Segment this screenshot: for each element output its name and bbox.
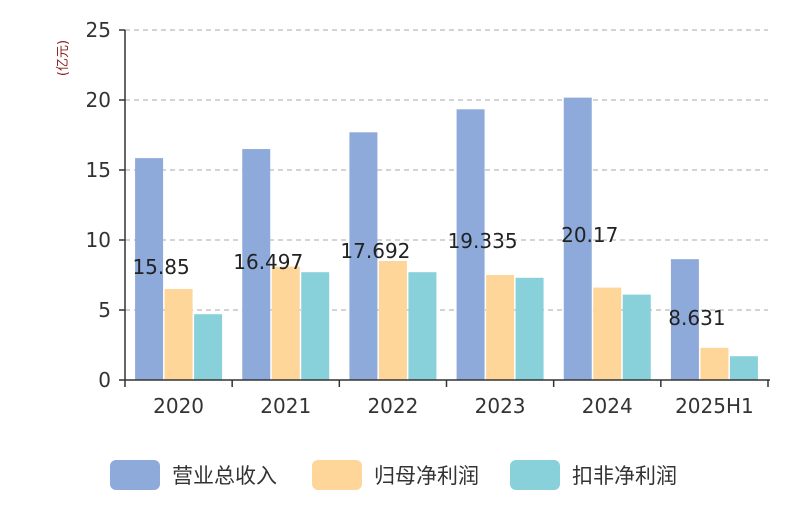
bar — [622, 294, 651, 380]
data-label: 16.497 — [233, 250, 303, 274]
legend-label: 营业总收入 — [172, 464, 277, 488]
bar — [593, 287, 622, 380]
legend-label: 扣非净利润 — [572, 464, 677, 488]
legend-swatch — [312, 460, 362, 490]
x-tick-label: 2020 — [153, 394, 204, 418]
x-tick-label: 2021 — [260, 394, 311, 418]
bar — [729, 356, 758, 380]
data-labels: 15.85 16.497 17.692 19.335 20.17 8.631 — [132, 223, 725, 330]
y-tick-label: 0 — [98, 368, 111, 392]
bar — [456, 109, 485, 380]
y-tick-label: 5 — [98, 298, 111, 322]
x-tick-label: 2024 — [582, 394, 633, 418]
legend-swatch — [110, 460, 160, 490]
y-tick-label: 10 — [86, 228, 111, 252]
data-label: 8.631 — [668, 306, 725, 330]
bars — [135, 97, 758, 381]
bar — [242, 149, 271, 380]
y-tick-label: 20 — [86, 88, 111, 112]
x-tick-label: 2022 — [367, 394, 418, 418]
bar — [301, 272, 330, 380]
bar — [408, 272, 437, 380]
bar — [563, 97, 592, 381]
data-label: 20.17 — [561, 223, 618, 247]
gridlines — [125, 29, 768, 311]
bar — [349, 132, 378, 380]
bar — [135, 158, 164, 380]
axes: (亿元) 0 5 10 15 20 25 2020 2021 2022 2023 2024 2025H… — [56, 18, 770, 418]
x-tick-label: 2025H1 — [675, 394, 754, 418]
y-axis-label: (亿元) — [56, 40, 71, 76]
x-tick-label: 2023 — [475, 394, 526, 418]
y-tick-label: 15 — [86, 158, 111, 182]
bar — [378, 261, 407, 380]
bar — [515, 277, 544, 380]
data-label: 19.335 — [448, 229, 518, 253]
y-tick-label: 25 — [86, 18, 111, 42]
legend: 营业总收入 归母净利润 扣非净利润 — [110, 460, 677, 490]
bar — [271, 266, 300, 380]
bar — [486, 275, 515, 380]
legend-label: 归母净利润 — [374, 464, 479, 488]
legend-swatch — [510, 460, 560, 490]
bar — [194, 314, 223, 380]
bar — [700, 347, 729, 380]
data-label: 17.692 — [340, 239, 410, 263]
bar — [164, 289, 193, 380]
bar — [670, 259, 699, 380]
data-label: 15.85 — [132, 255, 189, 279]
